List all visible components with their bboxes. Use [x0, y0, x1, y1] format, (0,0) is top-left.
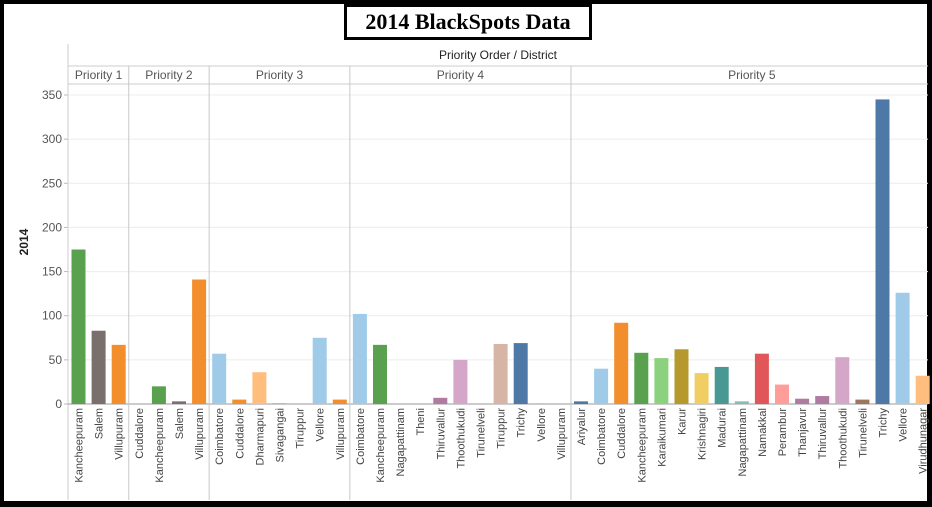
bar[interactable] [815, 396, 830, 404]
x-tick-label: Krishnagiri [697, 408, 709, 460]
x-tick-label: Virudhunagar [918, 408, 930, 474]
x-tick-label: Thiruvallur [435, 408, 447, 460]
y-tick-label: 300 [42, 132, 62, 146]
x-tick-label: Coimbatore [214, 408, 226, 465]
chart-title: 2014 BlackSpots Data [344, 4, 592, 40]
x-tick-label: Sivagangai [275, 408, 287, 462]
x-tick-label: Madurai [717, 408, 729, 448]
bar[interactable] [855, 399, 870, 404]
bar[interactable] [694, 373, 709, 404]
x-tick-label: Thoothukudi [455, 408, 467, 469]
x-tick-label: Karur [677, 408, 689, 435]
bar[interactable] [634, 352, 649, 404]
x-tick-label: Coimbatore [355, 408, 367, 465]
bar[interactable] [754, 353, 769, 404]
bar[interactable] [835, 357, 850, 404]
x-tick-label: Karaikumari [656, 408, 668, 467]
x-tick-label: Villupuram [556, 408, 568, 460]
bar[interactable] [775, 384, 789, 404]
bar[interactable] [272, 403, 287, 404]
bar[interactable] [433, 397, 448, 404]
x-tick-label: Vellore [898, 408, 910, 442]
x-tick-label: Vellore [536, 408, 548, 442]
x-tick-label: Nagapattinam [395, 408, 407, 477]
x-tick-label: Cuddalore [616, 408, 628, 459]
x-tick-label: Dharmapuri [254, 408, 266, 465]
bar[interactable] [212, 353, 227, 404]
bar[interactable] [614, 322, 629, 404]
y-tick-label: 100 [42, 309, 62, 323]
group-label: Priority 3 [256, 68, 304, 82]
x-tick-label: Ariyalur [576, 408, 588, 446]
y-axis-label: 2014 [17, 228, 31, 255]
y-tick-label: 350 [42, 88, 62, 102]
group-label: Priority 2 [145, 68, 193, 82]
x-tick-label: Thiruvallur [817, 408, 829, 460]
bar[interactable] [332, 399, 347, 404]
y-tick-label: 50 [49, 353, 63, 367]
bar[interactable] [312, 337, 327, 404]
x-tick-label: Salem [94, 408, 106, 439]
x-tick-label: Namakkal [757, 408, 769, 457]
bar[interactable] [493, 343, 508, 404]
bar[interactable] [895, 292, 910, 404]
x-tick-label: Thanjavur [797, 408, 809, 457]
bar[interactable] [654, 358, 669, 404]
bar[interactable] [91, 330, 106, 404]
y-tick-label: 0 [55, 397, 62, 411]
x-tick-label: Vellore [315, 408, 327, 442]
bar[interactable] [513, 343, 528, 404]
x-tick-label: Cuddalore [234, 408, 246, 459]
x-tick-label: Nagapattinam [737, 408, 749, 477]
x-tick-label: Kancheepuram [74, 408, 86, 483]
x-tick-label: Villupuram [335, 408, 347, 460]
bar[interactable] [574, 401, 588, 404]
bar[interactable] [352, 313, 367, 404]
bar[interactable] [875, 99, 890, 405]
bar[interactable] [533, 403, 548, 404]
y-tick-label: 200 [42, 220, 62, 234]
x-tick-label: Kancheepuram [636, 408, 648, 483]
group-label: Priority 1 [75, 68, 123, 82]
bar[interactable] [453, 359, 468, 404]
y-tick-label: 250 [42, 176, 62, 190]
bar[interactable] [71, 249, 86, 405]
x-tick-label: Villupuram [114, 408, 126, 460]
x-tick-label: Cuddalore [134, 408, 146, 459]
x-tick-label: Trichy [878, 408, 890, 438]
group-label: Priority 4 [437, 68, 485, 82]
chart-header: Priority Order / District [439, 48, 558, 62]
bar[interactable] [151, 386, 166, 404]
x-tick-label: Kancheepuram [375, 408, 387, 483]
bar[interactable] [232, 399, 247, 404]
bar[interactable] [795, 398, 810, 404]
x-tick-label: Tiruppur [496, 408, 508, 449]
x-tick-label: Theni [415, 408, 427, 436]
chart-frame [4, 4, 927, 501]
bar[interactable] [373, 344, 387, 404]
x-tick-label: Villupuram [194, 408, 206, 460]
bar[interactable] [111, 344, 126, 404]
bar[interactable] [915, 375, 930, 404]
group-label: Priority 5 [728, 68, 776, 82]
x-tick-label: Thoothukudi [837, 408, 849, 469]
x-tick-label: Tiruppur [295, 408, 307, 449]
bar[interactable] [734, 401, 749, 404]
x-tick-label: Tirunelveli [857, 408, 869, 458]
x-tick-label: Coimbatore [596, 408, 608, 465]
x-tick-label: Tirunelveli [476, 408, 488, 458]
x-tick-label: Salem [174, 408, 186, 439]
bar[interactable] [192, 279, 207, 404]
bar[interactable] [172, 401, 186, 404]
bar[interactable] [252, 372, 267, 404]
y-tick-label: 150 [42, 265, 62, 279]
x-tick-label: Kancheepuram [154, 408, 166, 483]
bar[interactable] [714, 366, 729, 404]
bar[interactable] [674, 349, 689, 404]
x-tick-label: Perambur [777, 408, 789, 457]
bar[interactable] [594, 368, 609, 404]
x-tick-label: Trichy [516, 408, 528, 438]
